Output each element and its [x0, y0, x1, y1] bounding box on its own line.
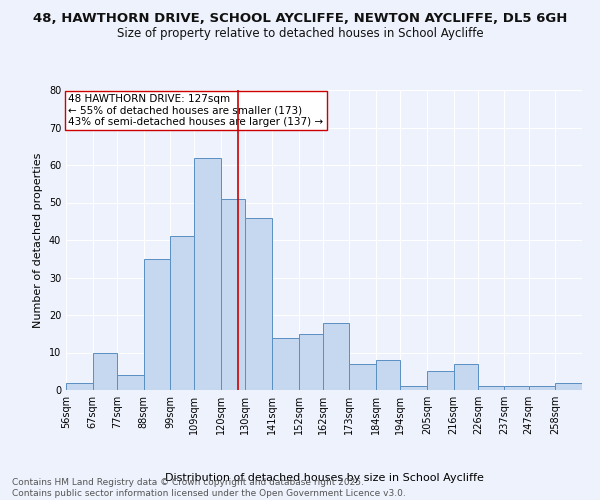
Text: 48 HAWTHORN DRIVE: 127sqm
← 55% of detached houses are smaller (173)
43% of semi: 48 HAWTHORN DRIVE: 127sqm ← 55% of detac…	[68, 94, 323, 127]
Bar	[376, 360, 400, 390]
X-axis label: Distribution of detached houses by size in School Aycliffe: Distribution of detached houses by size …	[164, 473, 484, 483]
Bar	[66, 382, 92, 390]
Bar	[400, 386, 427, 390]
Bar	[505, 386, 529, 390]
Bar	[117, 375, 143, 390]
Bar	[221, 198, 245, 390]
Bar	[170, 236, 194, 390]
Bar	[349, 364, 376, 390]
Text: 48, HAWTHORN DRIVE, SCHOOL AYCLIFFE, NEWTON AYCLIFFE, DL5 6GH: 48, HAWTHORN DRIVE, SCHOOL AYCLIFFE, NEW…	[33, 12, 567, 26]
Bar	[143, 259, 170, 390]
Bar	[92, 352, 117, 390]
Bar	[194, 158, 221, 390]
Bar	[245, 218, 272, 390]
Bar	[454, 364, 478, 390]
Y-axis label: Number of detached properties: Number of detached properties	[33, 152, 43, 328]
Text: Contains HM Land Registry data © Crown copyright and database right 2025.
Contai: Contains HM Land Registry data © Crown c…	[12, 478, 406, 498]
Text: Size of property relative to detached houses in School Aycliffe: Size of property relative to detached ho…	[116, 28, 484, 40]
Bar	[529, 386, 556, 390]
Bar	[556, 382, 582, 390]
Bar	[299, 334, 323, 390]
Bar	[478, 386, 505, 390]
Bar	[427, 371, 454, 390]
Bar	[272, 338, 299, 390]
Bar	[323, 322, 349, 390]
